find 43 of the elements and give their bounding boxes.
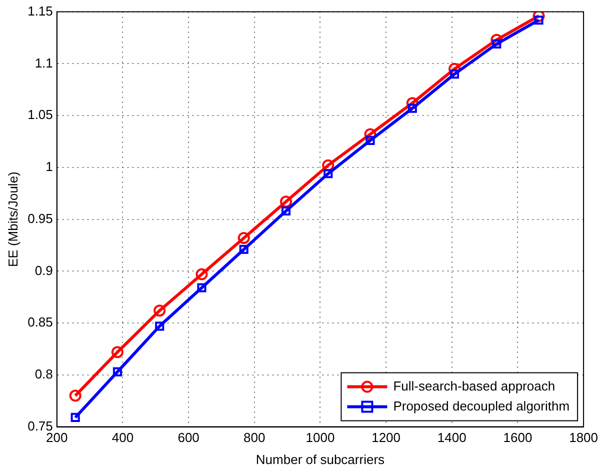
point [366,136,375,145]
y-tick-label: 1.1 [34,55,53,70]
point [196,268,208,280]
x-tick-label: 800 [244,430,266,446]
point [155,322,164,331]
point [406,97,418,110]
y-tick-label: 0.8 [34,366,53,382]
y-tick-label: 0.95 [28,210,53,226]
point [69,390,82,402]
point [281,206,291,216]
point [450,70,460,79]
point [490,34,503,46]
legend-label: Full-search-based approach [393,378,556,394]
point [112,367,122,376]
point [239,244,248,254]
x-tick-label: 1000 [306,430,335,446]
point [492,39,502,48]
x-axis-title: Number of subcarriers [256,452,386,467]
x-tick-label: 1200 [372,430,401,446]
point [197,283,206,292]
legend-label: Proposed decoupled algorithm [393,398,570,414]
point [154,304,166,317]
y-tick-label: 1.05 [28,107,53,122]
y-tick-label: 0.85 [28,314,53,330]
x-tick-label: 1600 [503,430,532,446]
point [280,196,292,208]
y-tick-label: 1 [46,159,53,174]
point [364,128,376,140]
x-tick-label: 400 [112,430,134,446]
x-tick-label: 1800 [569,430,598,446]
point [238,232,250,244]
point [532,12,545,22]
point [324,169,333,178]
point [70,412,80,422]
point [408,104,417,113]
y-tick-label: 1.15 [28,3,53,18]
point [111,346,124,358]
point [322,159,334,172]
y-axis-title: EE (Mbits/Joule) [5,172,20,267]
x-tick-label: 1400 [437,430,466,446]
y-tick-label: 0.9 [34,262,53,278]
point [534,16,544,25]
x-tick-label: 600 [178,430,200,446]
